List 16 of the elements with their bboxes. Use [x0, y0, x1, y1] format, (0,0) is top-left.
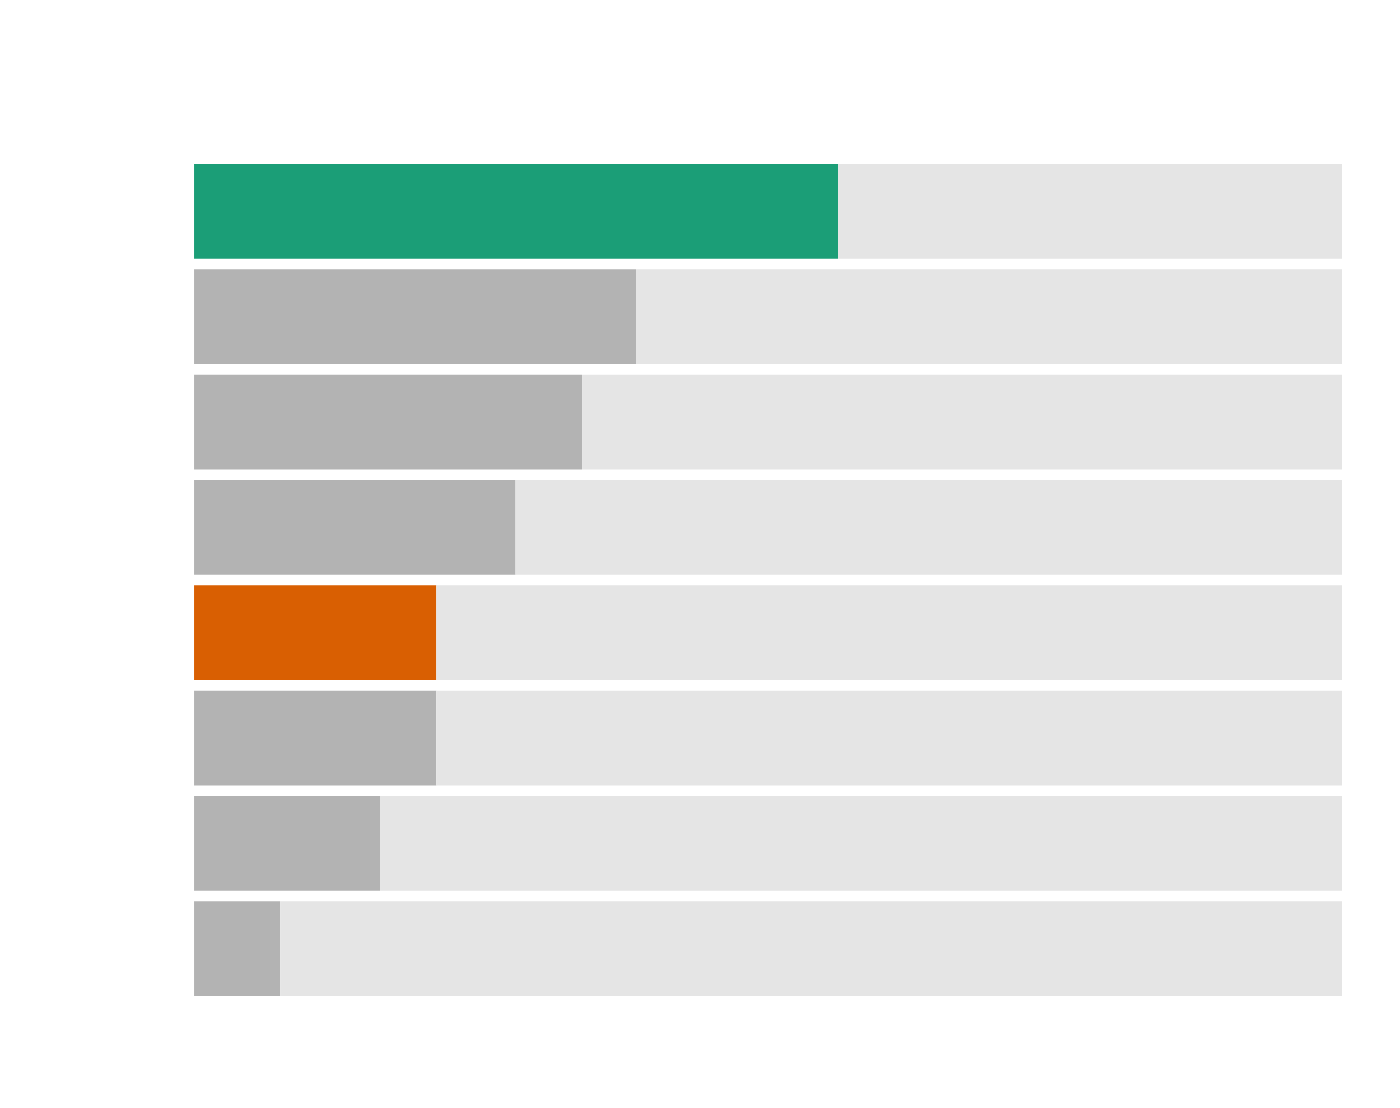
- bar: [380, 795, 1343, 891]
- bar: [194, 585, 437, 681]
- bar: [194, 163, 839, 259]
- bar: [194, 690, 437, 786]
- bar: [194, 374, 583, 470]
- bar: [194, 795, 381, 891]
- bar: [194, 269, 637, 365]
- bar: [194, 901, 281, 997]
- bar: [194, 479, 516, 575]
- bar: [436, 585, 1343, 681]
- bar: [436, 690, 1343, 786]
- bar: [636, 269, 1343, 365]
- bar: [515, 479, 1343, 575]
- bar: [838, 163, 1343, 259]
- bar: [582, 374, 1343, 470]
- bar: [280, 901, 1343, 997]
